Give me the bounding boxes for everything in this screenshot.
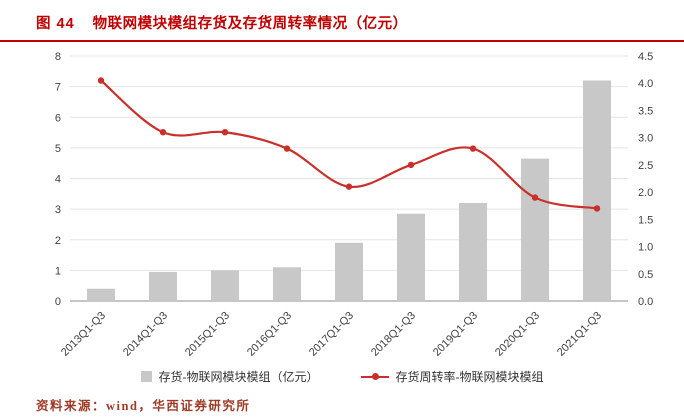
x-axis-label: 2016Q1-Q3 — [245, 310, 294, 359]
inventory-bar — [397, 213, 425, 301]
legend: 存货-物联网模块模组（亿元） 存货周转率-物联网模块模组 — [0, 368, 684, 385]
left-axis-tick: 0 — [55, 296, 61, 308]
left-axis-tick: 8 — [55, 51, 61, 63]
turnover-line-point — [345, 183, 353, 190]
legend-item-inventory: 存货-物联网模块模组（亿元） — [140, 368, 319, 385]
right-axis-tick: 1.5 — [638, 214, 653, 226]
right-axis-tick: 4.5 — [638, 51, 653, 63]
inventory-bar — [273, 267, 301, 301]
right-axis-tick: 3.0 — [638, 133, 653, 145]
inventory-bar — [521, 158, 549, 301]
source-note: 资料来源：wind，华西证券研究所 — [36, 399, 251, 413]
inventory-bar — [459, 203, 487, 301]
legend-turnover-label: 存货周转率-物联网模块模组 — [395, 370, 544, 384]
inventory-bar — [335, 242, 363, 301]
right-axis-tick: 3.5 — [638, 105, 653, 117]
x-axis-label: 2013Q1-Q3 — [59, 310, 108, 359]
bar-swatch-icon — [140, 371, 152, 382]
turnover-line-point — [531, 194, 539, 201]
left-axis-tick: 5 — [55, 143, 61, 155]
right-axis-tick: 2.0 — [638, 187, 653, 199]
right-axis-tick: 2.5 — [638, 160, 653, 172]
turnover-line-point — [593, 205, 601, 212]
line-marker-icon — [371, 373, 379, 380]
line-swatch-icon — [360, 373, 389, 380]
combo-chart: 0 1 2 3 4 5 6 7 8 0.0 0.5 1.0 1.5 2.0 2.5 3.0 3.5 4.0 4.5 2… — [55, 51, 653, 359]
title-divider — [0, 40, 684, 42]
x-axis-label: 2017Q1-Q3 — [307, 310, 356, 359]
inventory-bar — [149, 271, 177, 301]
x-axis-label: 2018Q1-Q3 — [369, 310, 418, 359]
x-axis-label: 2021Q1-Q3 — [555, 310, 604, 359]
x-axis-label: 2015Q1-Q3 — [183, 310, 232, 359]
turnover-line-point — [283, 145, 291, 152]
left-axis-tick: 4 — [55, 174, 61, 186]
turnover-line-point — [407, 161, 415, 169]
turnover-line-point — [159, 129, 167, 136]
figure-title-text: 物联网模块模组存货及存货周转率情况（亿元） — [92, 16, 408, 32]
legend-item-turnover: 存货周转率-物联网模块模组 — [360, 368, 544, 385]
legend-inventory-label: 存货-物联网模块模组（亿元） — [158, 370, 319, 384]
figure-number: 图 44 — [36, 16, 75, 32]
inventory-bar — [583, 80, 611, 301]
turnover-line-point — [469, 145, 477, 152]
right-axis-tick: 1.0 — [638, 242, 653, 254]
right-axis-tick: 0.5 — [638, 269, 653, 281]
chart-title: 图 44 物联网模块模组存货及存货周转率情况（亿元） — [36, 12, 684, 33]
x-axis-label: 2014Q1-Q3 — [121, 310, 170, 359]
left-axis-tick: 1 — [55, 265, 61, 277]
x-axis-label: 2020Q1-Q3 — [493, 310, 542, 359]
left-axis-tick: 6 — [55, 112, 61, 124]
right-axis-tick: 4.0 — [638, 78, 653, 90]
right-axis-tick: 0.0 — [638, 296, 653, 308]
turnover-line-point — [221, 129, 229, 136]
left-axis-tick: 2 — [55, 235, 61, 247]
turnover-line-point — [97, 77, 105, 84]
chart-area: 0 1 2 3 4 5 6 7 8 0.0 0.5 1.0 1.5 2.0 2.5 3.0 3.5 4.0 4.5 2… — [8, 46, 684, 366]
left-axis-tick: 3 — [55, 204, 61, 216]
x-axis-label: 2019Q1-Q3 — [431, 310, 480, 359]
left-axis-tick: 7 — [55, 82, 61, 94]
inventory-bar — [87, 288, 115, 301]
inventory-bar — [211, 270, 239, 301]
